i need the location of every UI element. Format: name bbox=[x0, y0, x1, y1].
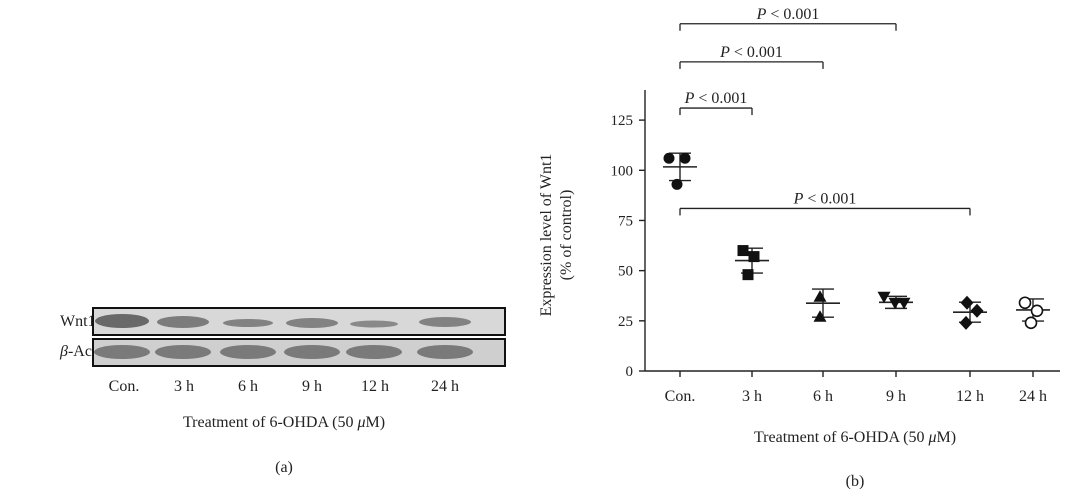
data-point bbox=[679, 152, 691, 164]
y-tick-label: 0 bbox=[626, 364, 634, 380]
blot-lane-label-9h: 9 h bbox=[302, 378, 322, 395]
x-tick-label: 24 h bbox=[1019, 388, 1047, 405]
y-tick-label: 125 bbox=[611, 113, 634, 129]
error-bars bbox=[663, 152, 1050, 323]
data-point bbox=[742, 269, 754, 281]
blot-lane-label-12h: 12 h bbox=[361, 378, 389, 395]
blot-x-axis-title: Treatment of 6-OHDA (50 μM) bbox=[183, 414, 385, 431]
data-point bbox=[748, 251, 760, 263]
blot-band-row-wnt1 bbox=[92, 307, 506, 336]
data-point bbox=[813, 310, 827, 322]
significance-label: P < 0.001 bbox=[756, 6, 820, 23]
panel-a-caption: (a) bbox=[275, 459, 293, 476]
significance-label: P < 0.001 bbox=[719, 44, 783, 61]
data-point bbox=[888, 297, 902, 310]
data-point bbox=[671, 178, 683, 190]
data-point bbox=[737, 245, 749, 257]
significance-label: P < 0.001 bbox=[684, 90, 748, 107]
data-point bbox=[813, 290, 827, 302]
blot-row-label-beta-symbol: β bbox=[59, 343, 68, 360]
y-axis-ticks: 0 25 50 75 100 125 bbox=[611, 113, 645, 380]
data-point bbox=[877, 291, 891, 304]
data-point bbox=[1030, 304, 1044, 318]
data-point bbox=[1018, 296, 1032, 310]
scatter-chart: 0 25 50 75 100 125 Con. 3 h 6 h 9 h 12 h 24 h P < … bbox=[538, 6, 1060, 489]
significance-label: P < 0.001 bbox=[793, 190, 857, 207]
western-blot-panel: Wnt1 β-Actin Con. 3 h 6 h 9 h 12 h 24 h … bbox=[59, 307, 506, 476]
y-axis-title-line2: (% of control) bbox=[558, 190, 575, 281]
blot-row-label-wnt1: Wnt1 bbox=[60, 313, 96, 330]
y-axis-title-line1: Expression level of Wnt1 bbox=[538, 154, 555, 317]
data-points bbox=[663, 152, 1044, 330]
x-tick-label: 9 h bbox=[886, 388, 906, 405]
blot-band-row-beta-actin bbox=[92, 338, 506, 367]
panel-b-caption: (b) bbox=[846, 473, 865, 489]
x-tick-label: 12 h bbox=[956, 388, 984, 405]
data-point bbox=[897, 297, 911, 310]
x-axis-title: Treatment of 6-OHDA (50 μM) bbox=[754, 429, 956, 446]
chart-axes bbox=[644, 90, 1060, 372]
x-tick-label: Con. bbox=[665, 388, 696, 405]
data-point bbox=[1024, 316, 1038, 330]
y-tick-label: 100 bbox=[611, 163, 634, 179]
y-tick-label: 50 bbox=[618, 264, 633, 280]
x-tick-label: 6 h bbox=[813, 388, 833, 405]
x-axis-ticks: Con. 3 h 6 h 9 h 12 h 24 h bbox=[665, 371, 1047, 405]
data-point bbox=[663, 152, 675, 164]
y-tick-label: 75 bbox=[618, 213, 633, 229]
blot-lane-label-24h: 24 h bbox=[431, 378, 459, 395]
x-tick-label: 3 h bbox=[742, 388, 762, 405]
blot-lane-label-6h: 6 h bbox=[238, 378, 258, 395]
data-point bbox=[959, 315, 973, 330]
data-point bbox=[970, 303, 984, 318]
y-tick-label: 25 bbox=[618, 314, 633, 330]
blot-lane-label-con: Con. bbox=[109, 378, 140, 395]
data-point bbox=[960, 295, 974, 310]
blot-lane-label-3h: 3 h bbox=[174, 378, 194, 395]
